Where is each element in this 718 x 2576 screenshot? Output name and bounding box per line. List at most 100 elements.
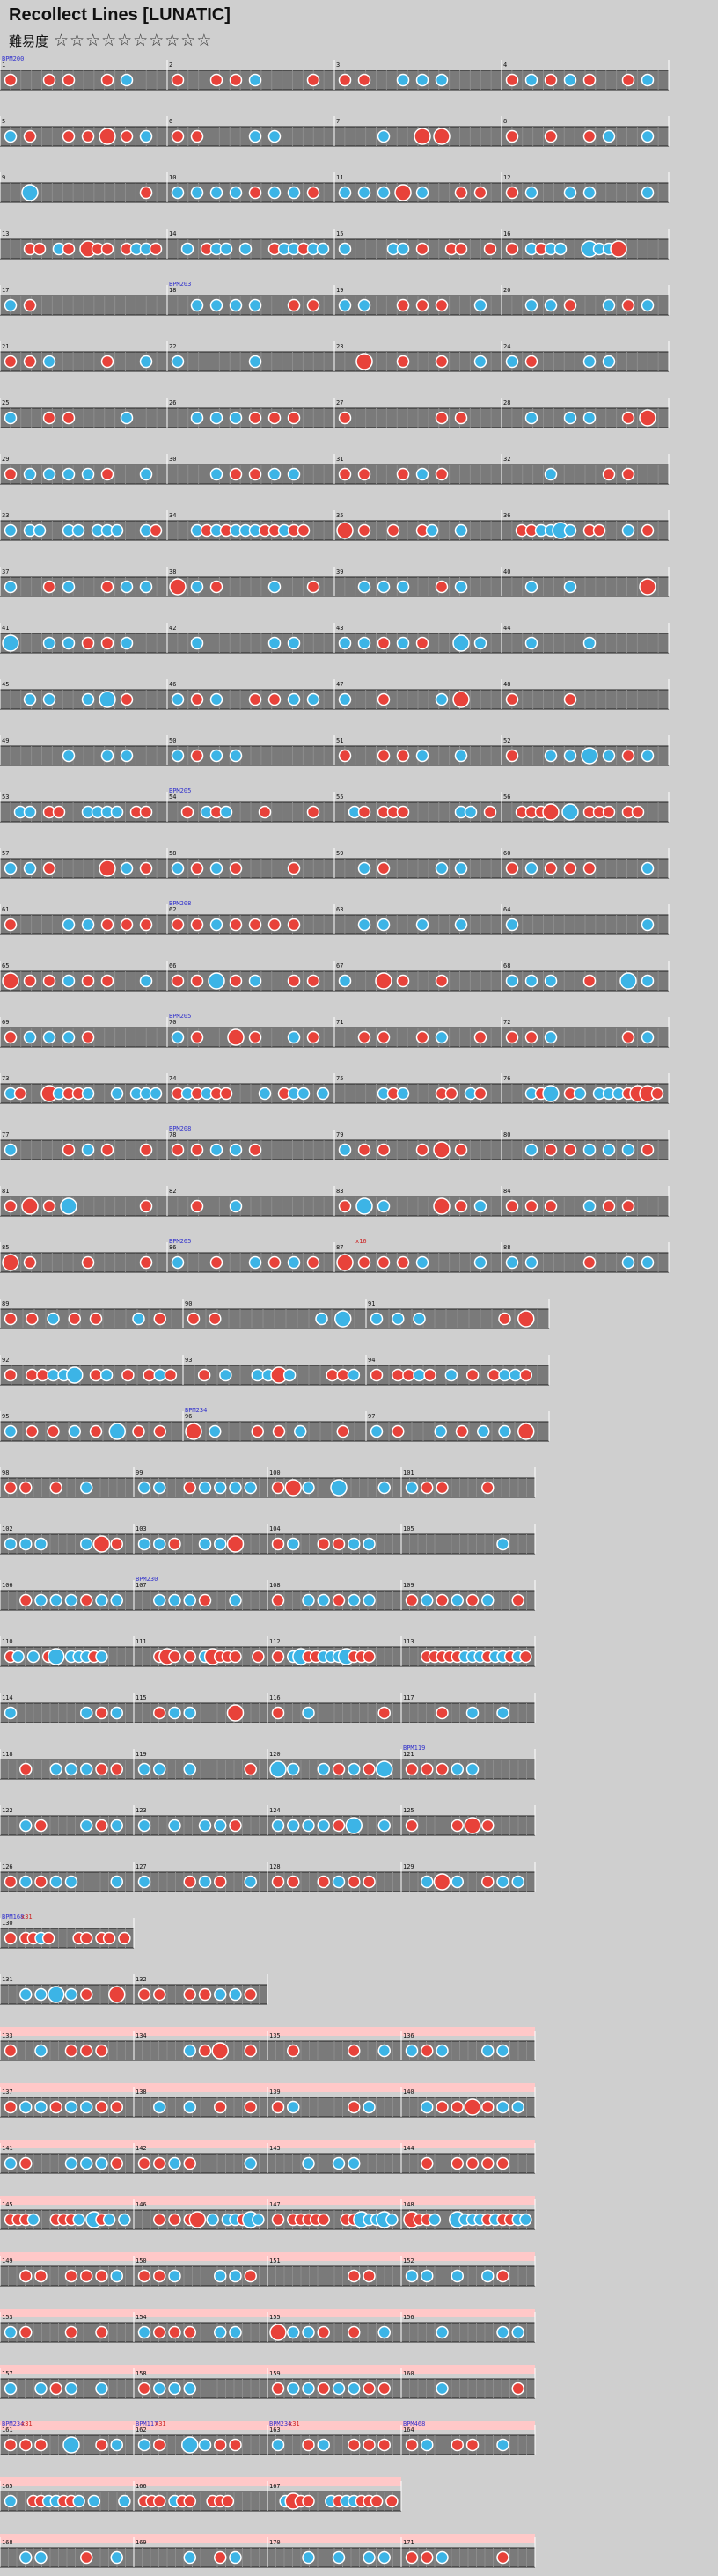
measure-number: 39 <box>336 568 343 575</box>
measure-number: 150 <box>136 2258 147 2265</box>
don-note <box>357 1143 371 1157</box>
don-note <box>190 861 204 875</box>
ka-note <box>435 73 449 87</box>
don-note <box>187 1312 201 1326</box>
don-note <box>99 128 116 145</box>
don-note <box>433 1197 451 1215</box>
measure-number: 42 <box>169 625 176 632</box>
measure-number: 141 <box>2 2145 13 2152</box>
ka-note <box>139 129 153 143</box>
don-note <box>451 1819 464 1833</box>
don-note <box>338 1199 352 1213</box>
ka-note <box>171 355 185 369</box>
ka-note <box>171 1030 185 1044</box>
don-note <box>244 2100 257 2114</box>
don-note <box>62 1143 76 1157</box>
measure-number: 148 <box>403 2201 414 2208</box>
don-note <box>171 129 185 143</box>
don-note <box>139 1199 153 1213</box>
measure-number: 127 <box>136 1863 147 1870</box>
ka-note <box>511 2100 524 2114</box>
measure-number: 85 <box>2 1244 9 1251</box>
don-note <box>639 578 656 596</box>
ka-note <box>405 2269 419 2283</box>
don-note <box>19 1762 33 1776</box>
measure-number: 117 <box>403 1694 414 1701</box>
don-note <box>110 1762 123 1776</box>
don-note <box>23 298 37 312</box>
ka-note <box>473 355 487 369</box>
don-note <box>190 1030 204 1044</box>
ka-note <box>64 1762 78 1776</box>
don-note <box>524 355 538 369</box>
ka-note <box>110 1087 124 1101</box>
ka-note <box>153 1762 166 1776</box>
don-note <box>405 1762 419 1776</box>
don-note <box>100 73 114 87</box>
don-note <box>23 355 37 369</box>
don-note <box>454 411 468 425</box>
don-note <box>317 2213 330 2227</box>
don-note <box>377 2382 391 2396</box>
don-note <box>377 692 391 706</box>
measure-number: 74 <box>169 1075 176 1082</box>
ka-note <box>357 186 371 200</box>
ka-note <box>582 1143 597 1157</box>
don-note <box>377 749 391 763</box>
measure-number: 54 <box>169 794 176 801</box>
ka-note <box>183 1706 196 1720</box>
don-note <box>190 1143 204 1157</box>
ka-note <box>209 692 223 706</box>
ka-note <box>2 634 19 652</box>
ka-note <box>209 1424 222 1438</box>
ka-note <box>118 2213 131 2227</box>
don-note <box>248 411 262 425</box>
don-note <box>563 298 577 312</box>
don-note <box>137 2269 151 2283</box>
ka-note <box>621 1255 635 1270</box>
measure-number: 66 <box>169 962 176 970</box>
ka-note <box>19 1537 33 1551</box>
don-note <box>415 242 429 256</box>
measure-number: 6 <box>169 118 172 125</box>
ka-note <box>99 1368 114 1382</box>
don-note <box>271 2100 285 2114</box>
don-note <box>42 580 56 594</box>
don-note <box>338 73 352 87</box>
measure-number: 83 <box>336 1188 343 1195</box>
measure-number: 36 <box>503 512 510 519</box>
don-note <box>357 73 371 87</box>
ka-note <box>19 1875 33 1889</box>
ka-note <box>137 1762 151 1776</box>
don-note <box>153 1312 166 1326</box>
bpm-marker: BPM234 <box>185 1407 207 1414</box>
measure-number: 8 <box>503 118 507 125</box>
don-note <box>89 1368 103 1382</box>
don-note <box>436 1593 449 1607</box>
ka-note <box>357 918 371 932</box>
ka-note <box>297 1087 311 1101</box>
ka-note <box>524 411 538 425</box>
don-note <box>139 861 153 875</box>
don-note <box>190 749 204 763</box>
measure-number: 152 <box>403 2258 414 2265</box>
don-note <box>332 1593 346 1607</box>
bpm-marker: BPM234 <box>269 2420 291 2427</box>
measure-number: 91 <box>368 1300 375 1307</box>
ka-note <box>454 861 468 875</box>
don-note <box>505 129 519 143</box>
ka-note <box>118 2494 131 2508</box>
ka-note <box>287 1762 300 1776</box>
don-note <box>267 692 282 706</box>
don-note <box>89 1424 103 1438</box>
ka-note <box>137 1537 151 1551</box>
don-note <box>582 1255 597 1270</box>
ka-note <box>345 1817 363 1834</box>
ka-note <box>80 1762 93 1776</box>
don-note <box>357 805 371 819</box>
ka-note <box>219 805 233 819</box>
ka-note <box>269 1760 287 1778</box>
ka-note <box>363 2100 376 2114</box>
measure-number: 129 <box>403 1863 414 1870</box>
ka-note <box>4 411 18 425</box>
